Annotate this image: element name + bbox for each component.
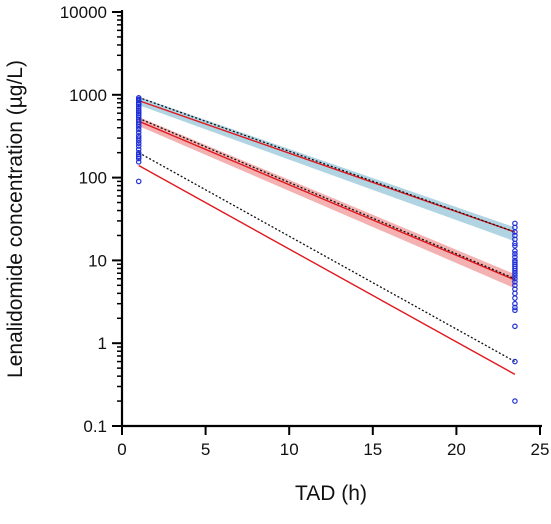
prediction-band-upper — [138, 96, 515, 242]
observed-point — [512, 240, 518, 247]
observed-upper-line — [138, 96, 516, 233]
observed-point — [512, 307, 518, 314]
observed-point — [512, 398, 518, 404]
observed-point — [512, 275, 518, 282]
observed-point — [512, 254, 518, 260]
observed-point — [135, 137, 142, 144]
y-tick-label: 1000 — [69, 86, 107, 105]
observed-point — [512, 257, 518, 264]
x-ticks: 0 5 10 15 20 25 — [117, 426, 549, 459]
observed-point — [512, 304, 518, 311]
observed-point — [135, 149, 142, 156]
observed-point — [135, 109, 142, 115]
x-tick-label: 20 — [447, 440, 466, 459]
observed-point — [135, 159, 142, 165]
observed-point — [135, 140, 142, 147]
prediction-band-median — [138, 116, 515, 289]
observed-point — [512, 232, 518, 239]
observed-point — [512, 270, 518, 277]
observed-point — [135, 124, 142, 130]
observed-point — [135, 178, 142, 185]
predicted-upper-line — [138, 99, 516, 233]
y-tick-label: 100 — [79, 169, 107, 188]
observed-point — [512, 267, 518, 274]
y-tick-label: 10000 — [60, 3, 107, 22]
observed-point — [512, 273, 518, 279]
x-tick-label: 10 — [280, 440, 299, 459]
percentile-lines — [138, 96, 516, 376]
observed-point — [135, 100, 142, 106]
observed-median-line — [138, 117, 516, 280]
observed-point — [135, 126, 142, 133]
y-tick-label: 1 — [98, 334, 107, 353]
observed-points — [135, 94, 518, 404]
observed-point — [512, 358, 518, 365]
observed-point — [135, 129, 142, 136]
predicted-lower-line — [138, 164, 516, 376]
y-tick-label: 10 — [88, 251, 107, 270]
observed-point — [135, 153, 142, 160]
x-tick-label: 0 — [117, 440, 126, 459]
observed-point — [135, 121, 142, 128]
predicted-median-line — [138, 120, 516, 281]
observed-point — [512, 300, 518, 307]
observed-point — [135, 155, 142, 162]
x-tick-label: 5 — [201, 440, 210, 459]
x-tick-label: 15 — [363, 440, 382, 459]
y-ticks: 0.1 1 10 100 1000 10000 — [60, 3, 122, 436]
observed-point — [135, 101, 142, 108]
y-axis-title: Lenalidomide concentration (µg/L) — [4, 60, 27, 378]
observed-point — [512, 248, 518, 254]
y-tick-label: 0.1 — [83, 417, 107, 436]
x-tick-label: 25 — [531, 440, 550, 459]
observed-point — [135, 135, 142, 141]
observed-point — [135, 146, 142, 153]
observed-point — [512, 243, 518, 249]
observed-point — [512, 295, 518, 301]
x-axis-title: TAD (h) — [295, 482, 367, 505]
observed-point — [135, 143, 142, 149]
observed-point — [512, 229, 518, 235]
observed-point — [512, 323, 518, 330]
prediction-bands — [138, 96, 515, 289]
observed-point — [512, 279, 518, 285]
observed-point — [512, 282, 518, 289]
observed-point — [512, 251, 518, 257]
